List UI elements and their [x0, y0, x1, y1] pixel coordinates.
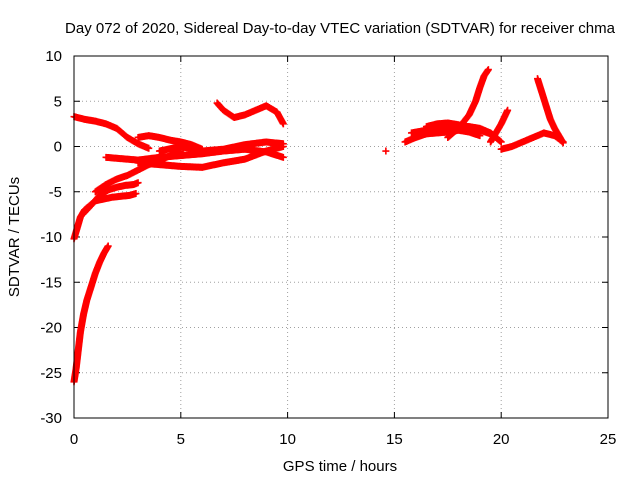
x-axis-label: GPS time / hours: [283, 458, 397, 475]
data-point: [104, 242, 112, 250]
data-point: [497, 138, 505, 146]
series-arc-late-rise: [487, 106, 512, 146]
x-tick-label: 0: [70, 431, 78, 448]
y-tick-label: -5: [49, 184, 62, 201]
x-tick-label: 25: [600, 431, 617, 448]
data-marks: [70, 66, 567, 386]
y-tick-label: -20: [40, 320, 62, 337]
y-tick-label: -25: [40, 365, 62, 382]
series-arc-mid-rise: [79, 179, 142, 218]
y-tick-label: 5: [54, 93, 62, 110]
series-cluster-high: [422, 119, 495, 138]
x-tick-label: 20: [493, 431, 510, 448]
data-point: [279, 153, 287, 161]
series-arc-tail-peak: [534, 75, 567, 147]
data-point: [504, 106, 512, 114]
series-isolated-point: [382, 147, 390, 155]
data-point: [279, 140, 287, 148]
y-axis-label: SDTVAR / TECUs: [6, 177, 23, 297]
data-point: [484, 66, 492, 74]
plot-border: [73, 55, 609, 419]
axes: 0 5 10 15 20 25 -30 -25 -20 -15 -10 -5 0 5 10: [40, 48, 616, 448]
data-point: [132, 190, 140, 198]
x-tick-label: 5: [177, 431, 185, 448]
x-tick-label: 10: [279, 431, 296, 448]
data-point: [559, 139, 567, 147]
y-tick-label: 10: [45, 48, 62, 65]
data-point: [134, 179, 142, 187]
y-tick-label: 0: [54, 139, 62, 156]
series-arc-descending: [70, 113, 153, 152]
y-tick-label: -30: [40, 410, 62, 427]
y-tick-label: -10: [40, 229, 62, 246]
series-band-d: [155, 138, 287, 155]
chart-title: Day 072 of 2020, Sidereal Day-to-day VTE…: [65, 20, 616, 37]
data-point: [279, 120, 287, 128]
data-point: [382, 147, 390, 155]
series-arc-upper-wave: [213, 99, 287, 128]
data-point: [145, 144, 153, 152]
x-tick-label: 15: [386, 431, 403, 448]
series-arc-steep-rise: [70, 242, 112, 386]
series-arc-spike-up: [444, 66, 492, 141]
y-tick-label: -15: [40, 274, 62, 291]
